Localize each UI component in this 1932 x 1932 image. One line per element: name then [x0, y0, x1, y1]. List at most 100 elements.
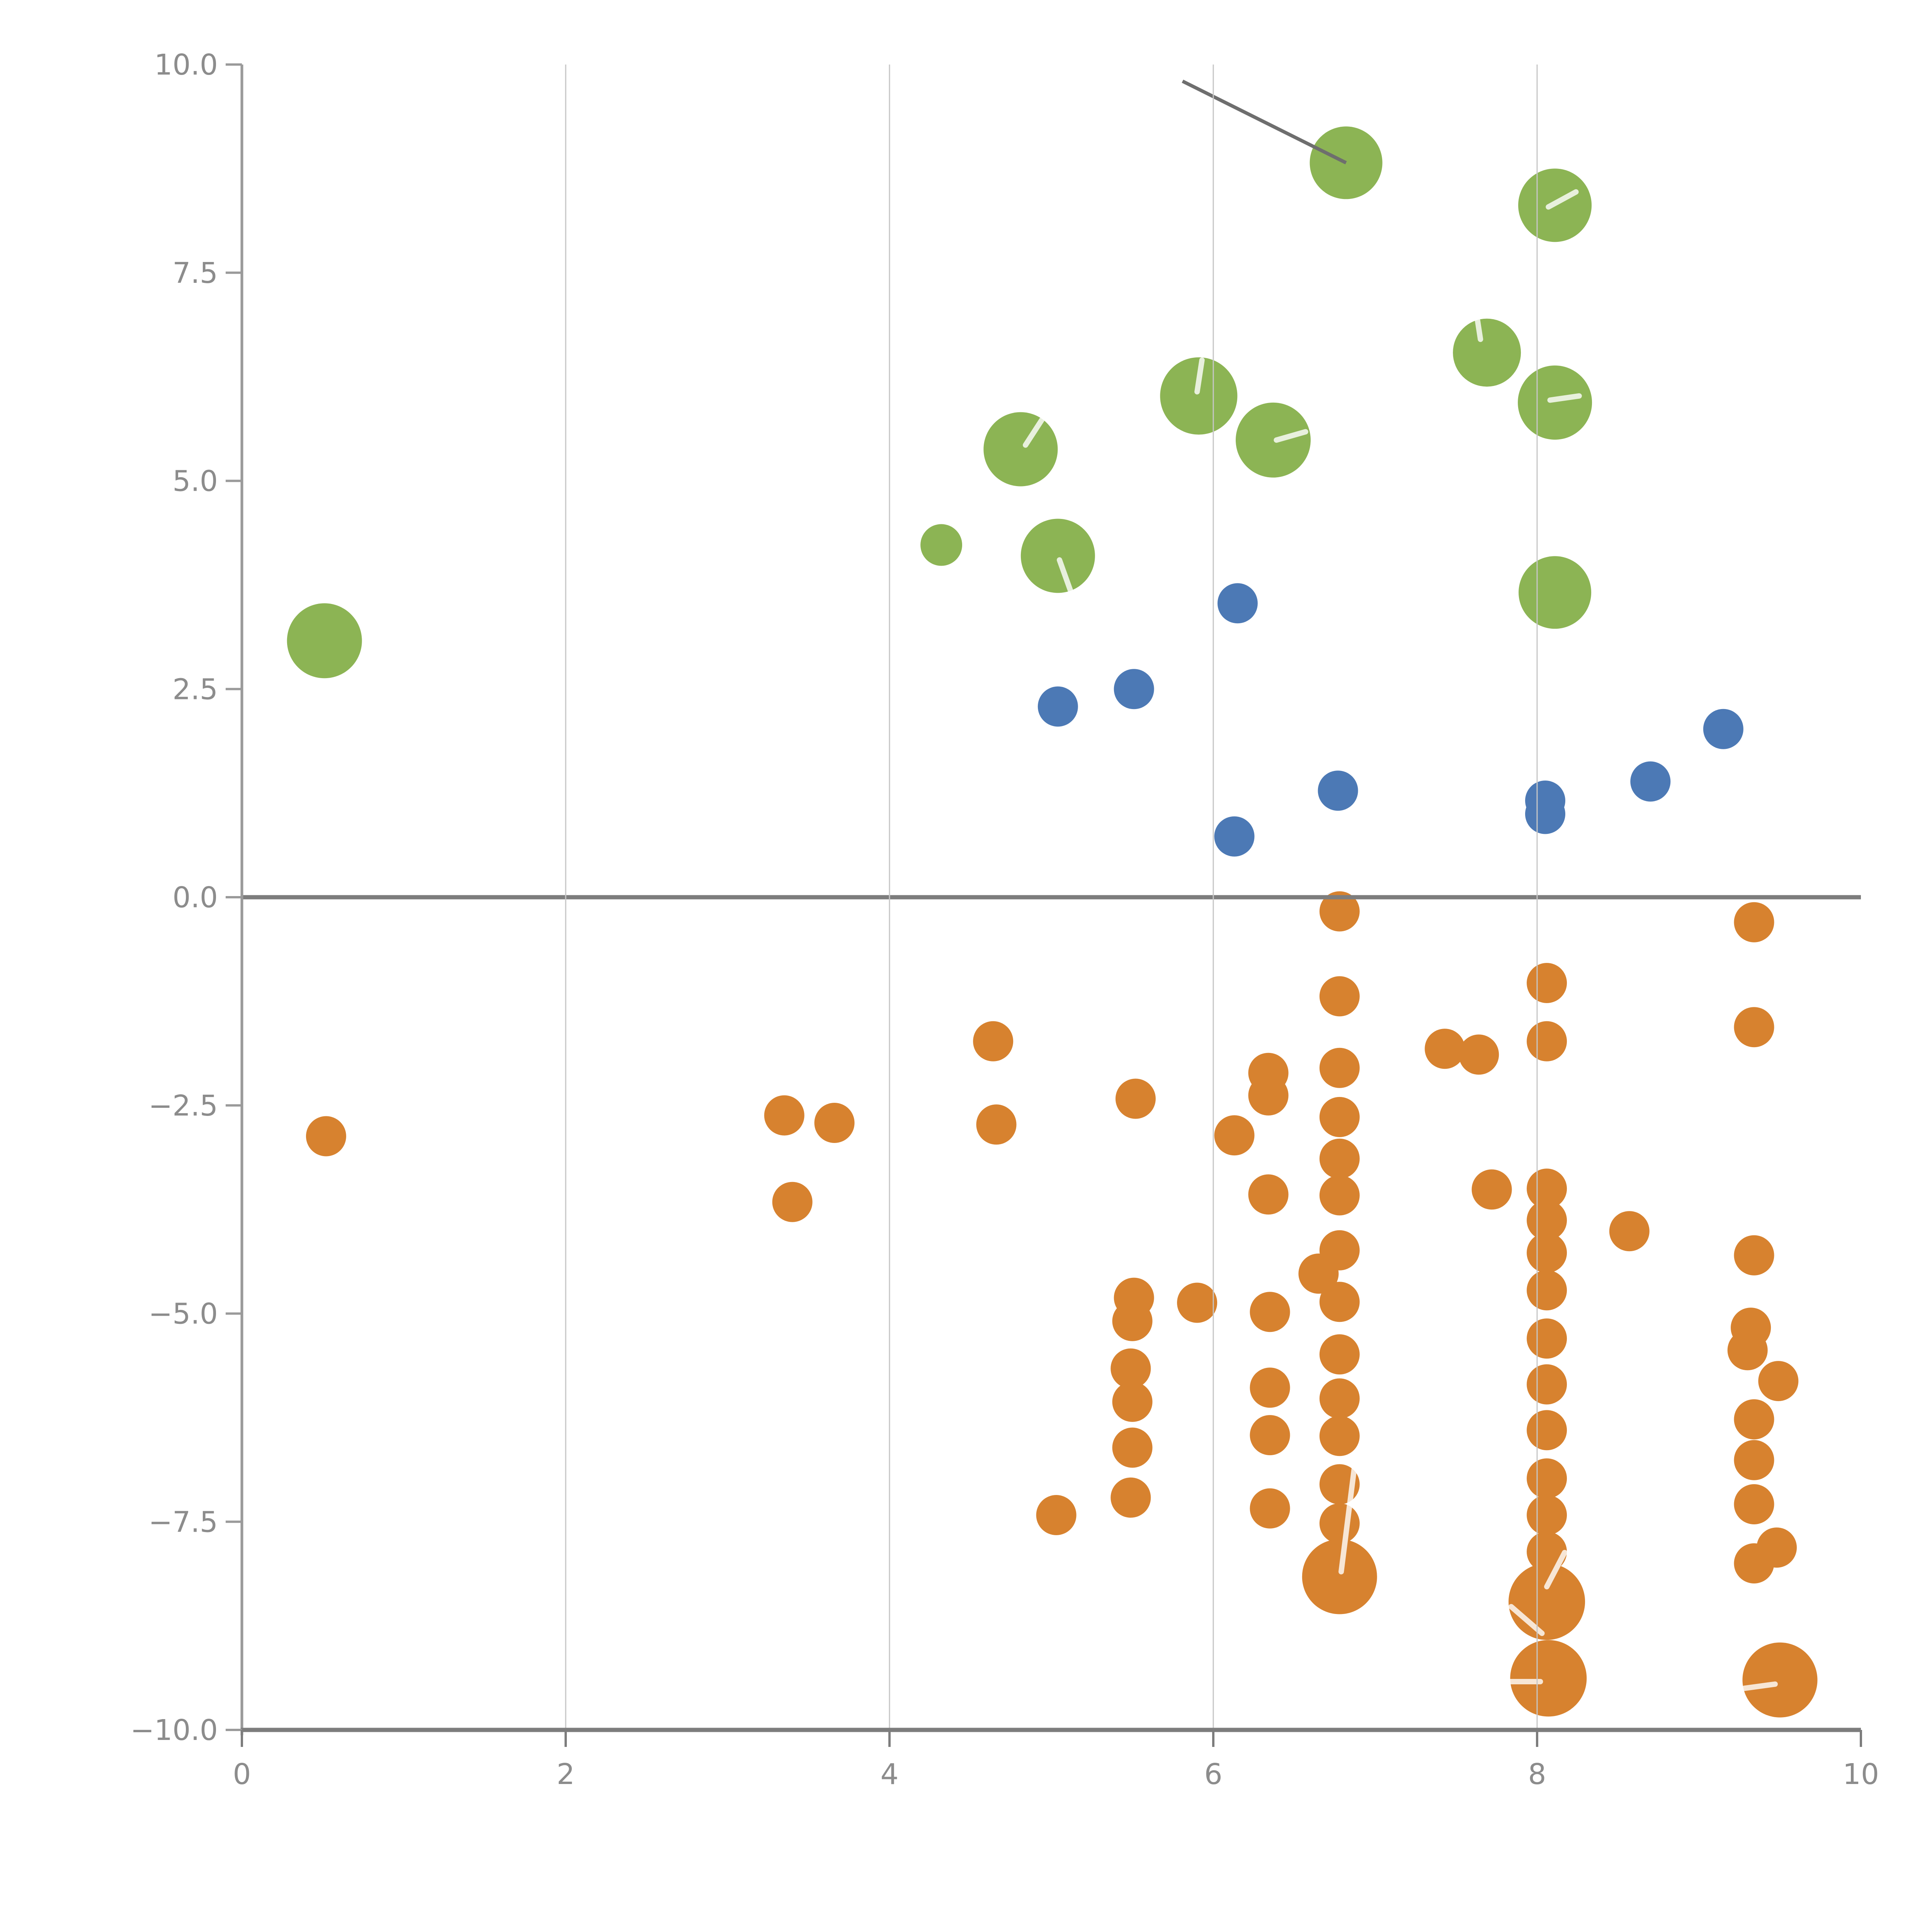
- orange-data-point: [1734, 1399, 1774, 1440]
- orange-data-point: [1250, 1367, 1290, 1408]
- green-data-point: [1020, 519, 1095, 593]
- orange-data-point: [764, 1095, 804, 1136]
- orange-data-point: [1425, 1029, 1465, 1069]
- orange-data-point: [772, 1182, 813, 1222]
- green-data-point: [1518, 365, 1592, 440]
- blue-data-point: [1214, 816, 1255, 857]
- white-tick-segment: [1742, 1681, 1778, 1691]
- green-data-point: [983, 412, 1058, 486]
- y-tick-label: 5.0: [172, 465, 218, 498]
- orange-data-point: [1319, 1503, 1360, 1544]
- blue-data-point: [1217, 583, 1258, 624]
- orange-data-point: [1527, 1270, 1567, 1311]
- orange-data-point: [1248, 1174, 1289, 1215]
- orange-data-point: [1112, 1427, 1153, 1468]
- green-data-point: [287, 603, 362, 679]
- orange-data-point: [1302, 1539, 1377, 1614]
- axes-layer: [226, 63, 1862, 1747]
- orange-data-point: [1734, 1235, 1774, 1276]
- orange-data-point: [1509, 1563, 1585, 1640]
- orange-data-point: [1471, 1169, 1512, 1210]
- orange-data-point: [1734, 1484, 1774, 1524]
- orange-data-point: [1250, 1415, 1290, 1456]
- orange-data-point: [1250, 1292, 1290, 1332]
- y-tick-label: 2.5: [172, 673, 218, 706]
- orange-data-point: [1319, 1138, 1360, 1179]
- white-tick-segment: [1473, 305, 1483, 342]
- annotation-diagonal-line: [1182, 80, 1347, 165]
- green-data-point: [1160, 357, 1238, 435]
- white-tick-segment: [1274, 429, 1308, 443]
- white-tick-segment: [1546, 189, 1579, 210]
- orange-data-point: [814, 1103, 855, 1143]
- orange-data-point: [1115, 1078, 1156, 1119]
- orange-data-point: [1758, 1361, 1799, 1401]
- orange-data-point: [1527, 1021, 1567, 1061]
- green-data-point: [1236, 402, 1311, 478]
- white-tick-segment: [1056, 557, 1074, 595]
- orange-data-point: [1319, 891, 1360, 932]
- white-tick-segment: [1194, 357, 1205, 395]
- blue-data-point: [1114, 669, 1154, 709]
- orange-data-point: [1510, 1640, 1587, 1717]
- x-tick-label: 6: [1204, 1758, 1222, 1791]
- orange-data-point: [1319, 1048, 1360, 1088]
- y-tick-label: −2.5: [148, 1089, 218, 1122]
- orange-data-point: [1112, 1381, 1153, 1422]
- blue-data-point: [1037, 686, 1078, 727]
- orange-data-point: [973, 1021, 1014, 1061]
- orange-data-point: [1036, 1495, 1077, 1535]
- orange-data-point: [1112, 1301, 1153, 1341]
- orange-data-point: [1742, 1642, 1818, 1718]
- blue-data-point: [1318, 770, 1358, 811]
- blue-data-point: [1630, 761, 1671, 802]
- x-tick-label: 2: [556, 1758, 575, 1791]
- green-data-point: [1519, 556, 1592, 629]
- orange-data-point: [1319, 1282, 1360, 1322]
- y-tick-label: 7.5: [172, 257, 218, 290]
- orange-data-point: [1319, 1378, 1360, 1419]
- white-tick-segment: [1544, 1550, 1568, 1590]
- orange-data-point: [976, 1104, 1017, 1145]
- orange-data-point: [1250, 1488, 1290, 1529]
- orange-data-point: [1734, 1543, 1774, 1583]
- green-data-point: [920, 524, 963, 566]
- gridlines-layer: [565, 65, 1538, 1730]
- orange-data-point: [306, 1116, 346, 1156]
- y-tick-label: −5.0: [148, 1298, 218, 1331]
- orange-data-point: [1527, 1318, 1567, 1359]
- x-tick-label: 0: [233, 1758, 251, 1791]
- orange-data-point: [1319, 1097, 1360, 1137]
- orange-data-point: [1177, 1282, 1218, 1323]
- data-points-layer: [287, 126, 1818, 1718]
- y-tick-label: 10.0: [154, 48, 218, 82]
- orange-data-point: [1214, 1115, 1255, 1156]
- blue-data-point: [1703, 709, 1743, 749]
- orange-data-point: [1111, 1477, 1151, 1518]
- orange-data-point: [1527, 1495, 1567, 1535]
- orange-data-point: [1609, 1211, 1650, 1252]
- green-data-point: [1453, 318, 1521, 387]
- orange-data-point: [1527, 1458, 1567, 1499]
- y-tick-label: −10.0: [130, 1714, 218, 1747]
- reference-lines-layer: [242, 80, 1861, 900]
- orange-data-point: [1527, 1410, 1567, 1451]
- orange-data-point: [1734, 1440, 1774, 1480]
- orange-data-point: [1727, 1330, 1768, 1371]
- orange-data-point: [1319, 1175, 1360, 1216]
- blue-data-point: [1525, 794, 1565, 834]
- orange-data-point: [1734, 1007, 1774, 1048]
- x-tick-label: 10: [1843, 1758, 1879, 1791]
- orange-data-point: [1319, 1334, 1360, 1375]
- orange-data-point: [1459, 1034, 1499, 1075]
- orange-data-point: [1527, 1364, 1567, 1405]
- orange-data-point: [1527, 963, 1567, 1003]
- tick-labels-layer: 10.0 7.5 5.0 2.5 0.0 −2.5 −5.0 −7.5 −10.0 0 2 4 6 8 10: [130, 48, 1879, 1791]
- x-tick-label: 4: [880, 1758, 898, 1791]
- y-tick-label: −7.5: [148, 1505, 218, 1539]
- white-tick-segment: [1023, 417, 1044, 448]
- white-tick-segment: [1338, 1466, 1357, 1575]
- white-tick-segment: [1547, 393, 1582, 403]
- orange-data-point: [1248, 1075, 1289, 1116]
